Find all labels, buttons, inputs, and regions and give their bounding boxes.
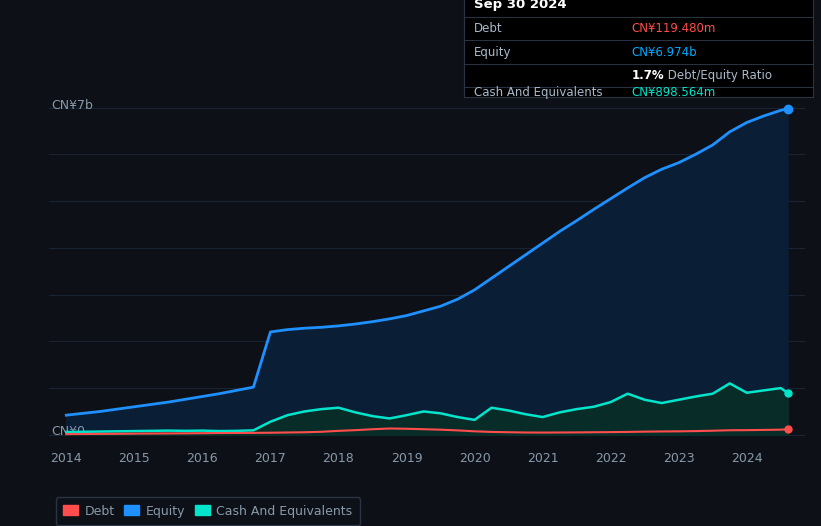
- Text: CN¥7b: CN¥7b: [51, 99, 93, 112]
- Text: CN¥119.480m: CN¥119.480m: [631, 22, 716, 35]
- Text: Sep 30 2024: Sep 30 2024: [475, 0, 567, 12]
- Text: CN¥0: CN¥0: [51, 424, 85, 438]
- Text: CN¥6.974b: CN¥6.974b: [631, 46, 697, 59]
- Text: Debt/Equity Ratio: Debt/Equity Ratio: [664, 69, 773, 82]
- Text: Equity: Equity: [475, 46, 511, 59]
- Text: CN¥898.564m: CN¥898.564m: [631, 86, 716, 99]
- Text: Debt: Debt: [475, 22, 503, 35]
- Legend: Debt, Equity, Cash And Equivalents: Debt, Equity, Cash And Equivalents: [56, 497, 360, 525]
- Text: Cash And Equivalents: Cash And Equivalents: [475, 86, 603, 99]
- Text: 1.7%: 1.7%: [631, 69, 664, 82]
